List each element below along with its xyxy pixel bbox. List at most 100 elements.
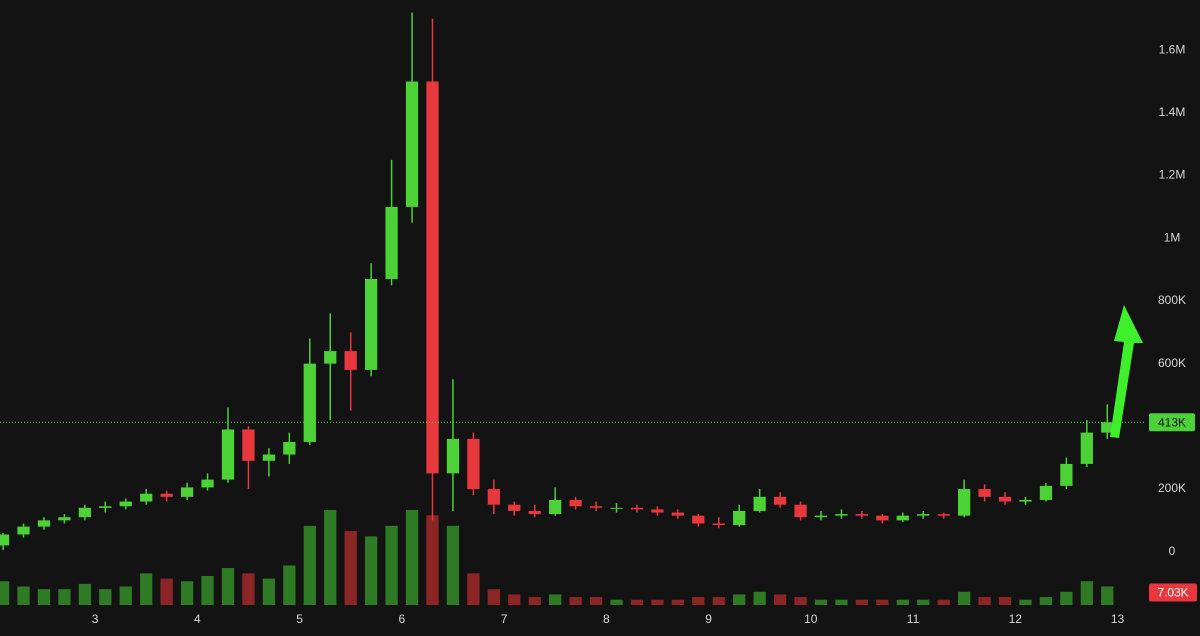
y-tick-label: 1.2M: [1159, 168, 1186, 182]
volume-bar: [303, 525, 316, 605]
volume-bar: [814, 599, 828, 605]
volume-bar: [589, 597, 603, 605]
candle-body: [119, 501, 132, 507]
candle-body: [692, 515, 705, 524]
candle-body: [78, 507, 91, 518]
volume-bar: [426, 515, 439, 605]
volume-bar: [0, 581, 10, 605]
candle-body: [201, 479, 214, 488]
y-tick-label: 1.4M: [1159, 105, 1186, 119]
volume-bar: [119, 586, 132, 605]
candle-body: [855, 514, 869, 516]
y-tick-label: 0: [1169, 544, 1176, 558]
y-tick-label: 1M: [1164, 230, 1181, 244]
volume-bar: [365, 536, 378, 605]
candle-body: [958, 489, 971, 516]
candle-body: [180, 487, 194, 497]
x-tick-label: 3: [92, 612, 99, 626]
candle-body: [324, 351, 337, 364]
candle-body: [1080, 432, 1093, 464]
candle-body: [262, 454, 276, 461]
volume-bar: [160, 578, 173, 605]
volume-bar: [467, 573, 480, 605]
candle-body: [385, 206, 398, 279]
candle-body: [1039, 485, 1053, 500]
candle-body: [303, 363, 316, 442]
candle-body: [896, 515, 909, 521]
volume-bar: [712, 597, 725, 605]
volume-bar: [180, 581, 194, 605]
volume-bar: [242, 573, 255, 605]
volume-bar: [835, 599, 848, 605]
volume-bar: [385, 525, 398, 605]
volume-bar: [446, 525, 460, 605]
candle-body: [753, 496, 766, 511]
volume-bar: [528, 597, 541, 605]
candle-body: [569, 499, 582, 507]
volume-bar: [917, 599, 930, 605]
last-volume-box: [1149, 583, 1197, 602]
volume-bar: [692, 597, 705, 605]
volume-bar: [998, 597, 1012, 605]
volume-bar: [140, 573, 153, 605]
candle-body: [814, 515, 828, 518]
volume-bar: [221, 568, 235, 605]
x-tick-label: 8: [603, 612, 610, 626]
candle-body: [733, 510, 746, 526]
candle-body: [365, 278, 378, 370]
volume-bar: [1101, 586, 1114, 605]
volume-bar: [855, 599, 869, 605]
candle-body: [1060, 463, 1073, 486]
up-arrow: [1110, 305, 1143, 438]
candle-body: [1101, 422, 1114, 433]
candle-body: [794, 504, 807, 518]
candle-body: [405, 81, 419, 207]
candle-body: [630, 507, 644, 510]
candle-body: [876, 515, 889, 521]
candle-body: [283, 441, 296, 455]
candle-body: [140, 493, 153, 502]
candle-body: [610, 507, 623, 509]
candle-body: [671, 512, 684, 516]
volume-bar: [610, 599, 623, 605]
candle-body: [508, 504, 521, 511]
x-tick-label: 6: [398, 612, 405, 626]
volume-bar: [1019, 599, 1032, 605]
volume-bar: [508, 594, 521, 605]
candle-body: [528, 510, 541, 515]
y-tick-label: 600K: [1158, 356, 1186, 370]
volume-bar: [324, 510, 337, 605]
candle-body: [0, 534, 10, 546]
volume-bar: [896, 599, 909, 605]
volume-bar: [773, 594, 787, 605]
candle-body: [1019, 499, 1032, 502]
x-tick-label: 4: [194, 612, 201, 626]
volume-bar: [794, 597, 807, 605]
volume-bar: [1060, 591, 1073, 605]
candle-body: [487, 489, 500, 505]
candle-body: [589, 506, 603, 508]
volume-bar: [405, 510, 419, 605]
volume-bar: [753, 591, 766, 605]
volume-bar: [262, 578, 276, 605]
candle-body: [426, 81, 439, 474]
last-price-label: 413K: [1158, 415, 1186, 429]
candle-body: [549, 499, 562, 515]
x-tick-label: 9: [705, 612, 712, 626]
candle-body: [37, 520, 51, 527]
x-tick-label: 13: [1111, 612, 1125, 626]
candle-body: [998, 496, 1012, 502]
candle-body: [344, 351, 357, 370]
last-volume-label: 7.03K: [1157, 586, 1188, 600]
x-tick-label: 7: [501, 612, 508, 626]
candle-body: [651, 509, 664, 513]
y-tick-label: 200K: [1158, 481, 1186, 495]
x-tick-label: 10: [804, 612, 818, 626]
volume-bar: [99, 589, 112, 605]
volume-bar: [937, 599, 950, 605]
volume-bar: [978, 597, 991, 605]
volume-bar: [876, 599, 889, 605]
volume-bar: [549, 594, 562, 605]
